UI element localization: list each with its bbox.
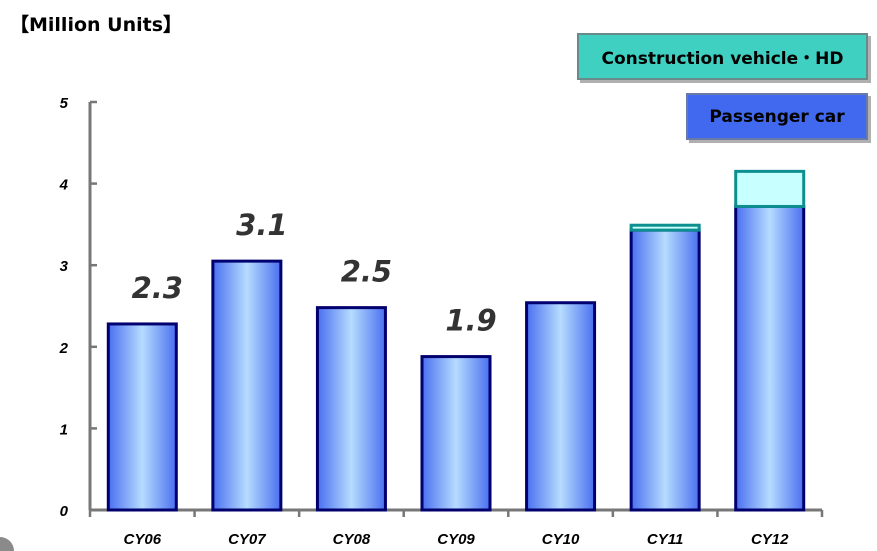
x-tick-label: CY06 — [124, 531, 162, 548]
y-tick-label: 2 — [59, 340, 69, 357]
bar-passenger-car — [315, 306, 387, 512]
legend-passenger-label: Passenger car — [709, 106, 845, 127]
bar-construction-vehicle-hd — [734, 169, 806, 208]
x-tick-label: CY10 — [542, 531, 580, 548]
bar-passenger-car — [629, 228, 701, 512]
labels: CY06 2.3 CY07 3.1 CY08 2.5 CY09 1.9 CY10 CY11 CY12 — [124, 208, 790, 548]
unit-label: 【Million Units】 — [10, 14, 183, 36]
y-tick-label: 1 — [60, 421, 68, 438]
y-tick-label: 4 — [59, 177, 69, 194]
x-tick-label: CY08 — [333, 531, 371, 548]
x-tick-label: CY12 — [751, 531, 789, 548]
bar-passenger-car — [106, 322, 178, 512]
bar-passenger-car — [211, 259, 283, 512]
bar-passenger-car — [734, 204, 806, 512]
data-label: 2.5 — [341, 255, 392, 289]
y-tick-label: 3 — [60, 258, 69, 275]
y-tick-label: 5 — [60, 95, 69, 112]
bars — [106, 169, 806, 512]
x-tick-label: CY11 — [647, 531, 683, 548]
bar-construction-vehicle-hd — [629, 223, 701, 232]
legend-passenger-car: Passenger car — [686, 93, 868, 140]
x-tick-label: CY09 — [437, 531, 475, 548]
bar-passenger-car — [420, 355, 492, 512]
data-label: 3.1 — [236, 208, 287, 242]
data-label: 1.9 — [445, 304, 496, 338]
bar-passenger-car — [525, 301, 597, 512]
y-tick-label: 0 — [60, 503, 69, 520]
data-label: 2.3 — [132, 271, 183, 305]
legend-construction-vehicle-hd: Construction vehicle・HD — [577, 33, 868, 80]
legend-construction-label: Construction vehicle・HD — [601, 49, 844, 69]
x-tick-label: CY07 — [228, 531, 266, 548]
